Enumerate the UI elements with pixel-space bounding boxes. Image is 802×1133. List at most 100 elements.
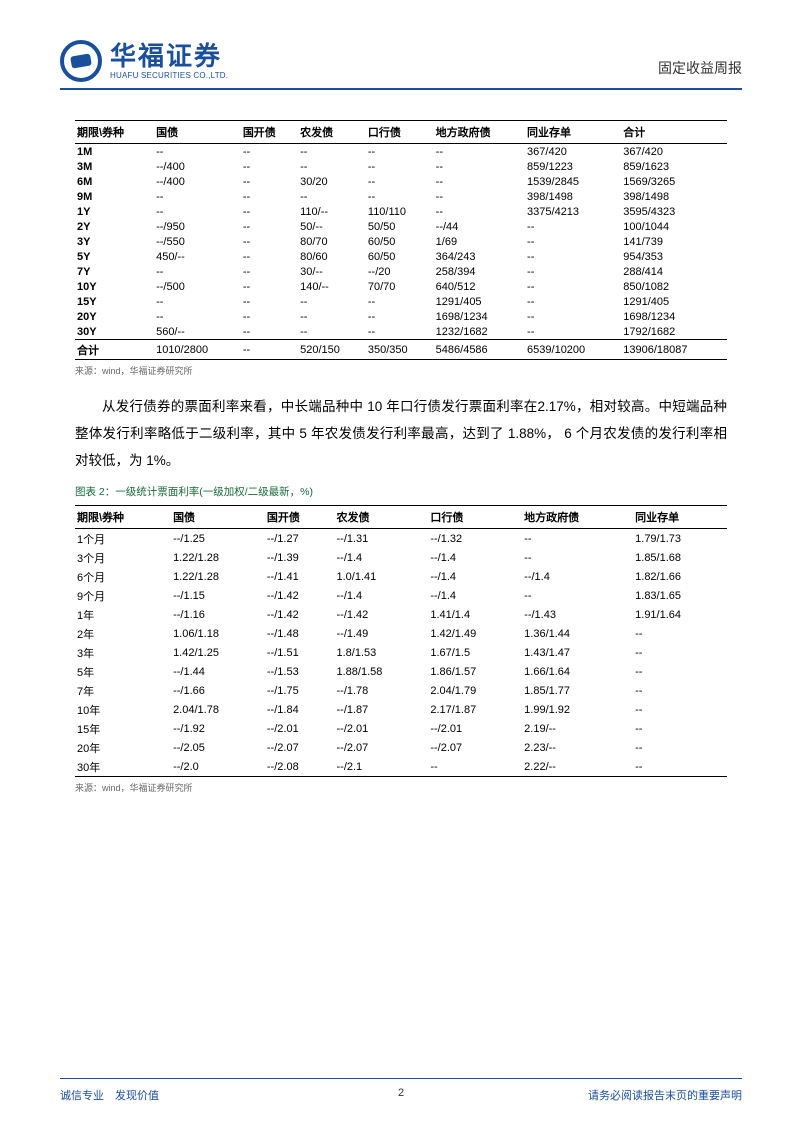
table-cell: 15年 bbox=[75, 719, 171, 738]
table-cell: 859/1223 bbox=[525, 159, 621, 174]
table-cell: -- bbox=[525, 264, 621, 279]
table-cell: -- bbox=[525, 249, 621, 264]
logo-icon bbox=[60, 40, 102, 82]
table-cell: -- bbox=[525, 279, 621, 294]
table-cell: 15Y bbox=[75, 294, 154, 309]
column-header: 期限\券种 bbox=[75, 506, 171, 529]
table-cell: --/2.07 bbox=[265, 738, 335, 757]
table-cell: -- bbox=[154, 294, 241, 309]
coupon-rate-table: 期限\券种国债国开债农发债口行债地方政府债同业存单 1个月--/1.25--/1… bbox=[75, 505, 727, 777]
table-cell: -- bbox=[241, 264, 298, 279]
table-cell: --/950 bbox=[154, 219, 241, 234]
table-cell: --/1.51 bbox=[265, 643, 335, 662]
table-cell: 560/-- bbox=[154, 324, 241, 340]
table-cell: -- bbox=[366, 189, 434, 204]
table-cell: 954/353 bbox=[621, 249, 727, 264]
table-cell: -- bbox=[633, 681, 727, 700]
table-cell: 3个月 bbox=[75, 548, 171, 567]
logo-text: 华福证券 HUAFU SECURITIES CO.,LTD. bbox=[110, 43, 228, 80]
table-cell: -- bbox=[633, 738, 727, 757]
table-cell: 1698/1234 bbox=[621, 309, 727, 324]
table-cell: --/1.4 bbox=[428, 548, 522, 567]
table-cell: 5486/4586 bbox=[434, 340, 525, 360]
table-cell: --/2.05 bbox=[171, 738, 265, 757]
table-cell: 1.42/1.25 bbox=[171, 643, 265, 662]
logo-cn: 华福证券 bbox=[110, 43, 228, 69]
table-cell: --/2.01 bbox=[265, 719, 335, 738]
table-cell: -- bbox=[366, 159, 434, 174]
table-cell: -- bbox=[298, 309, 366, 324]
table-cell: 1232/1682 bbox=[434, 324, 525, 340]
table-cell: 367/420 bbox=[621, 144, 727, 160]
table-cell: 640/512 bbox=[434, 279, 525, 294]
table-cell: -- bbox=[298, 189, 366, 204]
table-cell: 1291/405 bbox=[434, 294, 525, 309]
header-title: 固定收益周报 bbox=[658, 58, 742, 82]
table-cell: 1年 bbox=[75, 605, 171, 624]
table-cell: 70/70 bbox=[366, 279, 434, 294]
table-cell: -- bbox=[366, 324, 434, 340]
table-cell: 1.42/1.49 bbox=[428, 624, 522, 643]
table-cell: 1Y bbox=[75, 204, 154, 219]
chart2-caption: 图表 2：一级统计票面利率(一级加权/二级最新，%) bbox=[75, 484, 727, 499]
table-cell: -- bbox=[366, 294, 434, 309]
table-cell: -- bbox=[241, 294, 298, 309]
table-cell: 1.0/1.41 bbox=[335, 567, 429, 586]
table-cell: --/2.08 bbox=[265, 757, 335, 777]
table-cell: 1.91/1.64 bbox=[633, 605, 727, 624]
table-cell: 3595/4323 bbox=[621, 204, 727, 219]
table-cell: 1.99/1.92 bbox=[522, 700, 633, 719]
column-header: 地方政府债 bbox=[434, 121, 525, 144]
column-header: 口行债 bbox=[428, 506, 522, 529]
table-cell: --/1.42 bbox=[265, 605, 335, 624]
table-cell: 1.06/1.18 bbox=[171, 624, 265, 643]
table-cell: 60/50 bbox=[366, 234, 434, 249]
column-header: 合计 bbox=[621, 121, 727, 144]
table-cell: 110/-- bbox=[298, 204, 366, 219]
page-footer: 诚信专业 发现价值 2 请务必阅读报告末页的重要声明 bbox=[60, 1078, 742, 1103]
table-cell: 合计 bbox=[75, 340, 154, 360]
table-cell: 3375/4213 bbox=[525, 204, 621, 219]
table-cell: 100/1044 bbox=[621, 219, 727, 234]
table-cell: -- bbox=[633, 700, 727, 719]
column-header: 农发债 bbox=[298, 121, 366, 144]
table-cell: --/1.43 bbox=[522, 605, 633, 624]
analysis-paragraph: 从发行债券的票面利率来看，中长端品种中 10 年口行债发行票面利率在2.17%，… bbox=[75, 393, 727, 474]
column-header: 国债 bbox=[171, 506, 265, 529]
table-cell: 1.82/1.66 bbox=[633, 567, 727, 586]
table-cell: 1.22/1.28 bbox=[171, 548, 265, 567]
table-cell: -- bbox=[525, 324, 621, 340]
logo-block: 华福证券 HUAFU SECURITIES CO.,LTD. bbox=[60, 40, 228, 82]
table-cell: 110/110 bbox=[366, 204, 434, 219]
content: 期限\券种国债国开债农发债口行债地方政府债同业存单合计 1M----------… bbox=[60, 120, 742, 794]
table-cell: --/1.4 bbox=[428, 586, 522, 605]
table-cell: -- bbox=[633, 662, 727, 681]
table-cell: 20年 bbox=[75, 738, 171, 757]
table-cell: 3年 bbox=[75, 643, 171, 662]
table-cell: --/1.31 bbox=[335, 529, 429, 549]
table-cell: --/1.4 bbox=[428, 567, 522, 586]
table-cell: 10Y bbox=[75, 279, 154, 294]
table-cell: -- bbox=[633, 624, 727, 643]
table-cell: 3M bbox=[75, 159, 154, 174]
table-cell: 1.41/1.4 bbox=[428, 605, 522, 624]
table-cell: 1291/405 bbox=[621, 294, 727, 309]
table-cell: --/400 bbox=[154, 159, 241, 174]
table-cell: --/1.78 bbox=[335, 681, 429, 700]
column-header: 国债 bbox=[154, 121, 241, 144]
column-header: 同业存单 bbox=[525, 121, 621, 144]
table-cell: -- bbox=[241, 249, 298, 264]
table-cell: -- bbox=[154, 264, 241, 279]
table-cell: 1.43/1.47 bbox=[522, 643, 633, 662]
table-cell: --/400 bbox=[154, 174, 241, 189]
table-cell: 1.66/1.64 bbox=[522, 662, 633, 681]
table-cell: -- bbox=[154, 189, 241, 204]
table-cell: -- bbox=[434, 159, 525, 174]
table-cell: 520/150 bbox=[298, 340, 366, 360]
table-cell: --/44 bbox=[434, 219, 525, 234]
table-cell: 1.85/1.68 bbox=[633, 548, 727, 567]
table-cell: 6个月 bbox=[75, 567, 171, 586]
table-cell: 350/350 bbox=[366, 340, 434, 360]
table2-source: 来源：wind，华福证券研究所 bbox=[75, 781, 727, 794]
table-cell: 141/739 bbox=[621, 234, 727, 249]
